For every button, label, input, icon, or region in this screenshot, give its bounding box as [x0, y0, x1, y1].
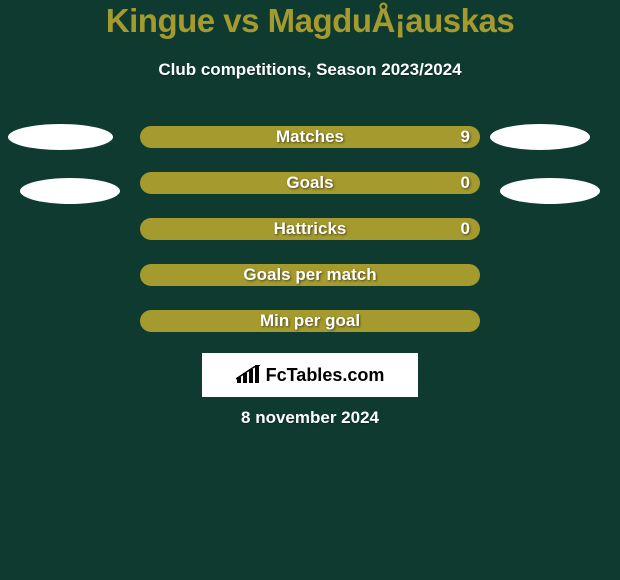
stat-bar: Goals0: [140, 172, 480, 194]
date-label: 8 november 2024: [0, 408, 620, 428]
logo: FcTables.com: [202, 353, 418, 397]
stats-card: Kingue vs MagduÅ¡auskas Club competition…: [0, 0, 620, 580]
stat-bar-label: Min per goal: [140, 311, 480, 331]
stat-bars: Matches9Goals0Hattricks0Goals per matchM…: [140, 126, 480, 356]
stat-bar-label: Hattricks: [140, 219, 480, 239]
bar-chart-icon: [236, 365, 260, 385]
stat-bar: Hattricks0: [140, 218, 480, 240]
stat-bar-fill: Goals0: [140, 172, 480, 194]
stat-bar-value: 0: [461, 173, 470, 193]
stat-bar-value: 9: [461, 127, 470, 147]
stat-bar: Matches9: [140, 126, 480, 148]
stat-bar-fill: Min per goal: [140, 310, 480, 332]
decorative-ellipse: [20, 178, 120, 204]
title-vs: vs: [215, 2, 268, 39]
stat-bar-label: Goals per match: [140, 265, 480, 285]
stat-bar-fill: Goals per match: [140, 264, 480, 286]
stat-bar-label: Goals: [140, 173, 480, 193]
stat-bar: Min per goal: [140, 310, 480, 332]
decorative-ellipse: [8, 124, 113, 150]
logo-text: FcTables.com: [266, 365, 385, 386]
stat-bar-value: 0: [461, 219, 470, 239]
player-b-name: MagduÅ¡auskas: [268, 2, 515, 39]
decorative-ellipse: [500, 178, 600, 204]
subtitle: Club competitions, Season 2023/2024: [0, 60, 620, 80]
page-title: Kingue vs MagduÅ¡auskas: [0, 2, 620, 40]
stat-bar-fill: Matches9: [140, 126, 480, 148]
decorative-ellipse: [490, 124, 590, 150]
stat-bar: Goals per match: [140, 264, 480, 286]
stat-bar-label: Matches: [140, 127, 480, 147]
player-a-name: Kingue: [106, 2, 215, 39]
stat-bar-fill: Hattricks0: [140, 218, 480, 240]
